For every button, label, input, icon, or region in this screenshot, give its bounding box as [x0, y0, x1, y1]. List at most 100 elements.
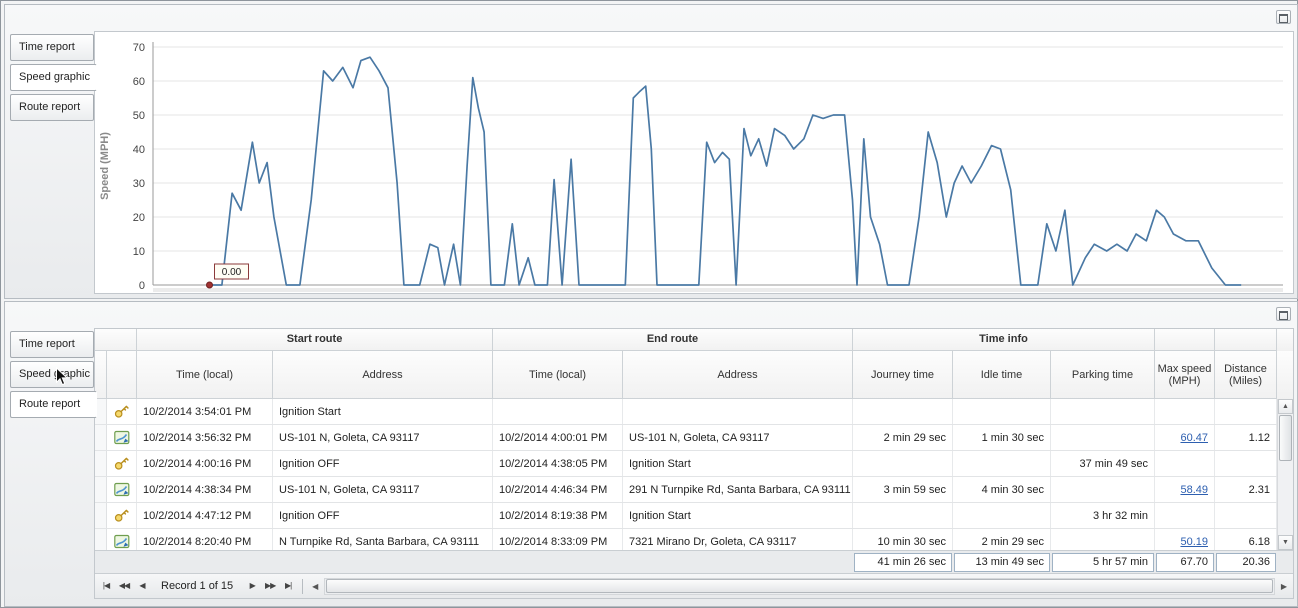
row-type-key-icon — [107, 503, 137, 528]
row-type-route-icon — [107, 529, 137, 550]
cell-max-speed — [1155, 399, 1215, 424]
table-row[interactable]: 10/2/2014 3:56:32 PM US-101 N, Goleta, CA… — [95, 425, 1293, 451]
top-tab-route-report[interactable]: Route report — [10, 94, 94, 121]
vscroll-thumb[interactable] — [1279, 415, 1292, 461]
cell-parking-time: 37 min 49 sec — [1051, 451, 1155, 476]
column-header-distance-miles[interactable]: Distance (Miles) — [1215, 351, 1277, 399]
top-tab-speed-graphic[interactable]: Speed graphic — [10, 64, 97, 91]
first-record-button[interactable]: |◀ — [102, 581, 110, 590]
cell-journey-time — [853, 399, 953, 424]
bottom-tab-time-report[interactable]: Time report — [10, 331, 94, 358]
grid-rows: 10/2/2014 3:54:01 PM Ignition Start 10/2/2… — [95, 399, 1293, 550]
cell-max-speed — [1155, 503, 1215, 528]
vscroll-down-arrow-icon[interactable]: ▼ — [1278, 535, 1293, 550]
band-header-row: Start route End route Time info — [95, 329, 1293, 351]
navigator-buttons-left: |◀ ◀◀ ◀ — [97, 578, 151, 594]
speed-series-line — [209, 56, 1242, 286]
cell-end-address: Ignition Start — [623, 503, 853, 528]
hscroll-left-arrow-icon[interactable]: ◀ — [312, 581, 319, 591]
row-indicator — [95, 477, 107, 502]
vscroll-up-arrow-icon[interactable]: ▲ — [1278, 399, 1293, 414]
last-record-button[interactable]: ▶| — [285, 581, 292, 590]
cell-idle-time — [953, 451, 1051, 476]
cell-distance: 1.12 — [1215, 425, 1277, 450]
row-type-key-icon — [107, 399, 137, 424]
cell-journey-time: 2 min 29 sec — [853, 425, 953, 450]
cell-start-time: 10/2/2014 4:00:16 PM — [137, 451, 273, 476]
bottom-tab-route-report[interactable]: Route report — [10, 391, 97, 418]
table-row[interactable]: 10/2/2014 3:54:01 PM Ignition Start — [95, 399, 1293, 425]
column-header-address[interactable]: Address — [623, 351, 853, 399]
next-record-button[interactable]: ▶ — [249, 581, 256, 590]
band-time-info[interactable]: Time info — [853, 329, 1155, 351]
row-indicator — [95, 503, 107, 528]
hscroll-thumb[interactable] — [326, 579, 1273, 593]
column-header-parking-time[interactable]: Parking time — [1051, 351, 1155, 399]
column-header-journey-time[interactable]: Journey time — [853, 351, 953, 399]
y-tick-label: 30 — [133, 178, 145, 190]
cell-idle-time: 2 min 29 sec — [953, 529, 1051, 550]
cell-parking-time — [1051, 425, 1155, 450]
band-end-route[interactable]: End route — [493, 329, 853, 351]
table-row[interactable]: 10/2/2014 4:47:12 PM Ignition OFF 10/2/201… — [95, 503, 1293, 529]
route-report-grid: Start route End route Time info Time (loca… — [94, 328, 1294, 599]
bottom-tab-speed-graphic[interactable]: Speed graphic — [10, 361, 94, 388]
column-header-time-local[interactable]: Time (local) — [137, 351, 273, 399]
speed-chart-area: 0 10 20 30 40 50 60 70 Speed (MPH) 0.00 — [94, 31, 1294, 294]
cell-distance: 2.31 — [1215, 477, 1277, 502]
cell-max-speed: 58.49 — [1155, 477, 1215, 502]
cell-journey-time — [853, 503, 953, 528]
next-page-button[interactable]: ▶▶ — [265, 581, 276, 590]
cell-parking-time — [1051, 477, 1155, 502]
max-speed-link[interactable]: 60.47 — [1180, 431, 1208, 444]
max-speed-link[interactable]: 50.19 — [1180, 535, 1208, 548]
row-type-route-icon — [107, 477, 137, 502]
top-panel-tabstrip: Time report Speed graphic Route report — [10, 34, 102, 124]
column-header-idle-time[interactable]: Idle time — [953, 351, 1051, 399]
start-point-marker — [206, 281, 213, 289]
prev-page-button[interactable]: ◀◀ — [118, 581, 130, 590]
cell-end-address — [623, 399, 853, 424]
hscroll-right-arrow-icon[interactable]: ▶ — [1280, 581, 1288, 591]
y-axis-title: Speed (MPH) — [99, 132, 111, 200]
y-tick-label: 60 — [133, 76, 145, 88]
row-indicator — [95, 399, 107, 424]
collapse-bottom-panel-button[interactable] — [1276, 307, 1291, 321]
horizontal-scrollbar[interactable] — [324, 577, 1275, 595]
vertical-scrollbar[interactable]: ▲ ▼ — [1277, 399, 1293, 550]
cell-start-address: US-101 N, Goleta, CA 93117 — [273, 477, 493, 502]
prev-record-button[interactable]: ◀ — [139, 581, 145, 590]
cell-start-time: 10/2/2014 4:38:34 PM — [137, 477, 273, 502]
cell-idle-time: 1 min 30 sec — [953, 425, 1051, 450]
cell-end-time: 10/2/2014 4:38:05 PM — [493, 451, 623, 476]
band-empty-left — [95, 329, 137, 351]
speed-graphic-panel: Time report Speed graphic Route report 0 10… — [4, 4, 1298, 299]
max-speed-link[interactable]: 58.49 — [1180, 483, 1208, 496]
cell-distance — [1215, 503, 1277, 528]
annotation-box — [214, 263, 249, 280]
summary-max-speed: 67.70 — [1156, 553, 1214, 572]
column-header-max-speed-mph[interactable]: Max speed (MPH) — [1155, 351, 1215, 399]
cell-start-address: N Turnpike Rd, Santa Barbara, CA 93111 — [273, 529, 493, 550]
top-tab-time-report[interactable]: Time report — [10, 34, 94, 61]
table-row[interactable]: 10/2/2014 4:00:16 PM Ignition OFF 10/2/201… — [95, 451, 1293, 477]
cell-journey-time — [853, 451, 953, 476]
navigator-separator — [302, 578, 304, 594]
band-start-route[interactable]: Start route — [137, 329, 493, 351]
cell-idle-time — [953, 399, 1051, 424]
cell-parking-time — [1051, 529, 1155, 550]
cell-distance — [1215, 399, 1277, 424]
column-header-address[interactable]: Address — [273, 351, 493, 399]
cell-start-address: US-101 N, Goleta, CA 93117 — [273, 425, 493, 450]
cell-end-address: Ignition Start — [623, 451, 853, 476]
route-map-icon — [113, 482, 129, 497]
navigator-buttons-right: ▶ ▶▶ ▶| — [243, 578, 297, 594]
collapse-top-panel-button[interactable] — [1276, 10, 1291, 24]
table-row[interactable]: 10/2/2014 8:20:40 PM N Turnpike Rd, Santa… — [95, 529, 1293, 550]
key-icon — [114, 509, 129, 522]
row-indicator — [95, 425, 107, 450]
column-header-time-local[interactable]: Time (local) — [493, 351, 623, 399]
table-row[interactable]: 10/2/2014 4:38:34 PM US-101 N, Goleta, CA… — [95, 477, 1293, 503]
record-navigator: |◀ ◀◀ ◀ Record 1 of 15 ▶ ▶▶ ▶| ◀ ▶ — [95, 574, 1293, 598]
cell-end-time: 10/2/2014 4:00:01 PM — [493, 425, 623, 450]
